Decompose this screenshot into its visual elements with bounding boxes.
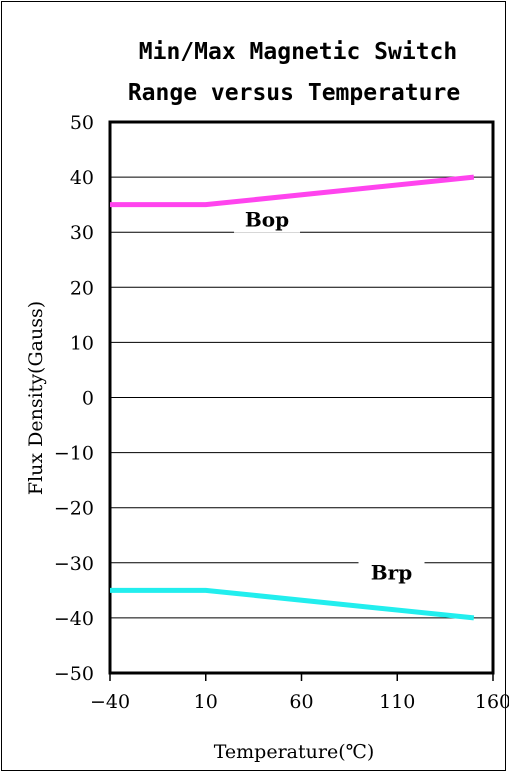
y-tick-label: 30 [70, 222, 94, 244]
y-tick-label: −30 [54, 553, 94, 575]
y-tick-label: 0 [82, 388, 94, 410]
series-line-brp [110, 587, 475, 621]
x-axis-label: Temperature(℃) [214, 741, 375, 763]
series-line-bop [110, 174, 475, 208]
y-axis-label: Flux Density(Gauss) [25, 301, 47, 495]
series-label-bg [234, 206, 301, 233]
series-label-brp: Brp [371, 560, 412, 584]
y-tick-label: 20 [70, 277, 94, 299]
y-tick-label: 10 [70, 332, 94, 354]
y-tick-label: −40 [54, 608, 94, 630]
x-tick-label: 160 [475, 691, 509, 713]
chart-title-line-1: Min/Max Magnetic Switch [139, 39, 458, 65]
x-tick-label: 60 [289, 691, 313, 713]
chart-title-line-2: Range versus Temperature [128, 80, 460, 106]
y-tick-label: −20 [54, 498, 94, 520]
x-tick-label: 10 [194, 691, 218, 713]
series-label-bop: Bop [245, 208, 289, 232]
x-tick-label: −40 [90, 691, 130, 713]
series-label-bg [358, 559, 425, 586]
x-tick-label: 110 [379, 691, 415, 713]
y-tick-label: −10 [54, 443, 94, 465]
y-tick-label: 50 [70, 112, 94, 134]
y-tick-label: −50 [54, 663, 94, 685]
y-tick-label: 40 [70, 167, 94, 189]
